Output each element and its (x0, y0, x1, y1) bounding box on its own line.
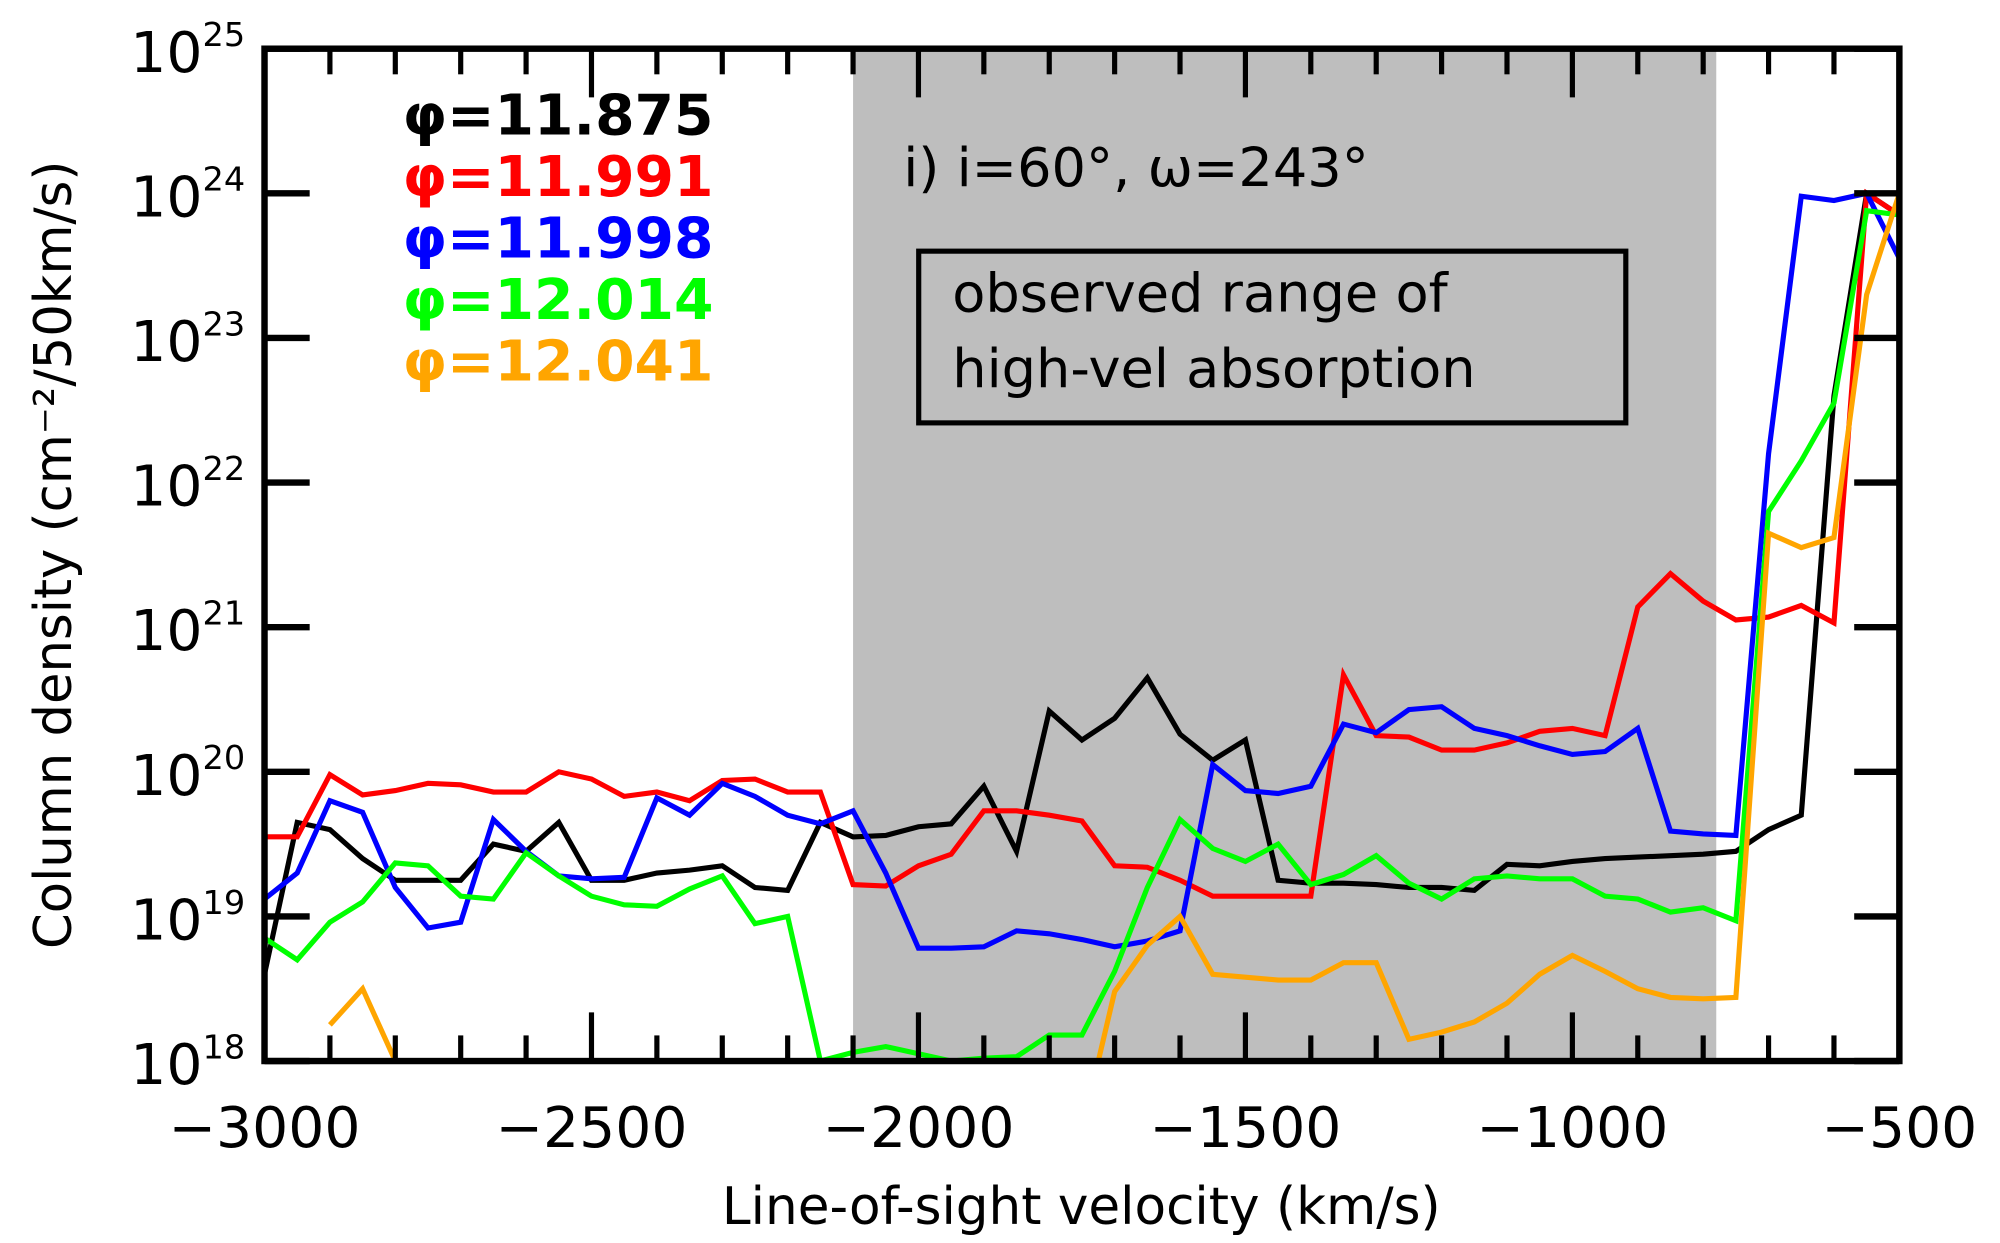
annotation-line-1: observed range of (952, 262, 1449, 325)
y-tick-label: 1024 (130, 160, 245, 230)
y-tick-label: 1021 (130, 594, 245, 664)
y-tick-labels: 1018 1019 1020 1021 1022 1023 1024 1025 (130, 15, 245, 1098)
axis-ticks (261, 45, 1902, 1065)
x-tick-labels: −3000 −2500 −2000 −1500 −1000 −500 (169, 1095, 1978, 1161)
x-tick-label: −2500 (495, 1095, 687, 1161)
series-layer (264, 188, 1900, 1062)
series-line-1 (264, 188, 1900, 899)
y-tick-label: 1025 (130, 15, 245, 85)
observed-range-shading (853, 48, 1717, 1062)
series-line-0 (264, 188, 1900, 975)
y-tick-label: 1018 (130, 1028, 245, 1098)
y-tick-label: 1022 (130, 449, 245, 519)
x-tick-label: −1500 (1149, 1095, 1341, 1161)
series-line-3 (264, 207, 1900, 1062)
series-line-4 (327, 984, 398, 1062)
x-tick-label: −3000 (169, 1095, 361, 1161)
y-axis-label: Column density (cm⁻²/50km/s) (24, 161, 84, 949)
annotation-box (916, 248, 1629, 426)
series-line-4 (1095, 192, 1900, 1062)
plot-frame (261, 45, 1903, 1065)
legend-entry: φ=12.014 (403, 267, 714, 333)
panel-label: i) i=60°, ω=243° (903, 136, 1369, 199)
legend-entry: φ=11.998 (403, 206, 714, 272)
legend-entry: φ=11.875 (403, 83, 714, 149)
annotation-line-2: high-vel absorption (952, 337, 1475, 400)
legend-entry: φ=12.041 (403, 329, 714, 395)
x-tick-label: −500 (1821, 1095, 1977, 1161)
x-tick-label: −2000 (822, 1095, 1014, 1161)
x-axis-label: Line-of-sight velocity (km/s) (722, 1177, 1441, 1237)
x-tick-label: −1000 (1476, 1095, 1668, 1161)
y-tick-label: 1020 (130, 738, 245, 808)
legend-entry: φ=11.991 (403, 144, 714, 210)
y-tick-label: 1019 (130, 883, 245, 953)
y-tick-label: 1023 (130, 304, 245, 374)
